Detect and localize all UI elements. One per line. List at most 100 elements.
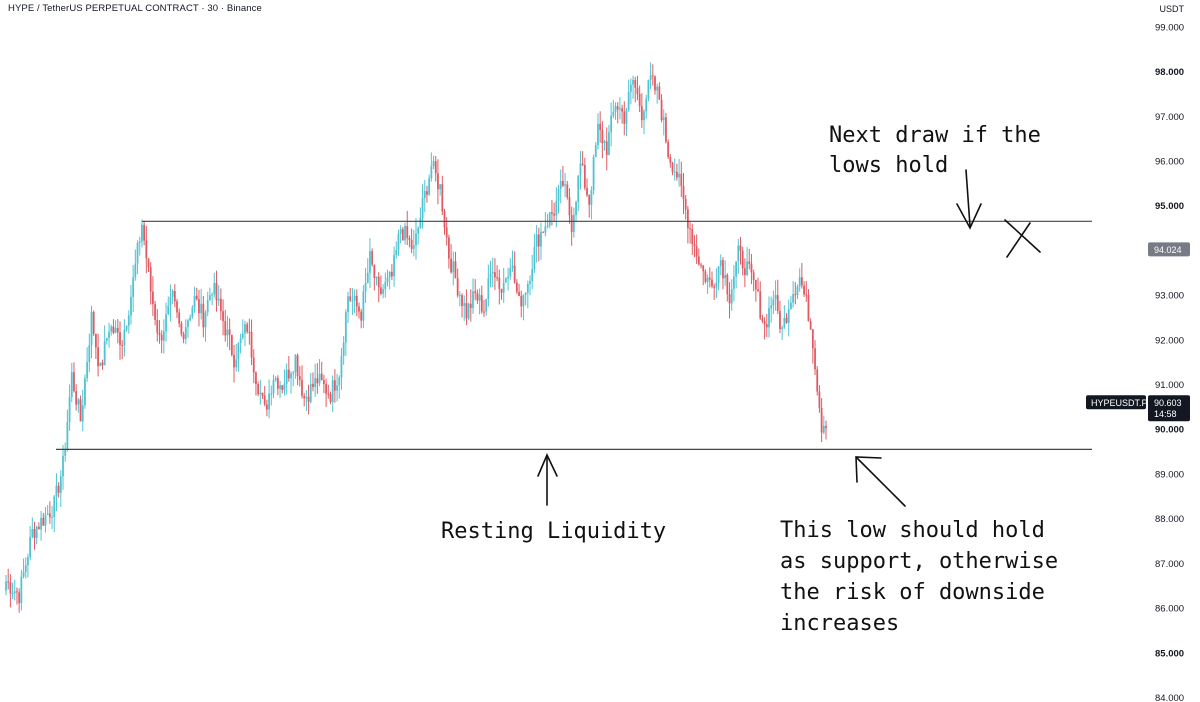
arrow-diag-shaft [856,457,906,507]
candle-body [649,75,652,80]
candle-body [434,161,437,174]
candle [312,372,314,392]
candle-body [224,321,227,336]
candle-body [325,383,328,394]
candle-body [768,308,770,328]
candle-body [246,324,249,332]
candle [590,186,593,220]
candle [785,313,788,324]
x-mark-stroke-b [1006,222,1031,258]
candle [496,265,499,282]
candle-body [215,283,218,301]
candle-body [743,268,746,275]
candle-body [287,369,290,379]
candle [59,470,62,507]
candle-body [257,384,260,395]
candle-body [807,295,810,322]
annotation-support-note: This low should hold [780,518,1045,543]
candle-body [373,264,376,279]
y-tick-label: 95.000 [1155,201,1184,212]
candle [454,251,457,279]
candle [638,85,641,113]
candle-body [647,79,650,99]
candle-body [173,290,176,302]
candle-body [441,184,444,212]
candle-body [75,391,78,405]
candle-body [312,383,314,388]
y-tick-label: 85.000 [1155,648,1184,659]
y-tick-label: 87.000 [1155,559,1184,570]
candle-body [35,526,38,538]
candle [794,282,797,305]
candle-body [198,299,200,314]
candle-body [518,291,520,296]
candle [274,376,277,382]
candle [145,225,148,274]
candle [491,257,494,287]
candle-body [281,385,284,390]
candle-body [344,312,347,343]
candle [594,141,597,158]
candle [645,94,648,119]
candle [384,272,387,298]
candle-body [450,258,452,273]
candle [35,525,38,545]
candle-body [811,329,814,349]
candle-body [66,421,69,449]
candle-body [187,320,189,327]
candle [733,265,735,302]
candle-body [97,347,99,367]
currency-label: USDT [1159,4,1185,14]
candle [805,280,808,302]
candle [509,258,512,280]
candle-body [338,377,341,386]
candle-body [404,225,406,241]
y-tick-label: 89.000 [1155,469,1184,480]
candle-body [798,277,801,287]
candle [178,308,181,328]
candle-body [447,237,450,259]
candle-body [669,157,672,163]
candle [33,521,36,550]
candle-body [62,455,64,477]
candle-body [127,315,130,326]
candle [610,102,613,147]
candle [717,266,720,291]
candle-body [551,212,553,214]
candle-body [73,372,75,392]
candle [158,320,161,344]
candle-body [467,303,470,319]
candle-body [814,348,816,370]
candle [338,375,341,399]
candle [432,155,435,170]
candle-body [53,496,56,517]
candle [92,310,95,336]
candle [660,94,663,123]
candle-body [206,300,209,313]
candle-body [274,378,277,381]
candle-body [548,212,551,226]
candle [417,226,420,245]
candle-body [84,378,86,406]
candle [292,370,295,387]
last-price-tag-bg [1148,395,1190,422]
candle-body [443,211,446,228]
candle-body [706,277,709,282]
candle [333,369,336,403]
candle-body [184,326,187,339]
candle-body [266,404,268,410]
candle [447,234,450,269]
candle-body [700,264,702,266]
candle [307,384,310,415]
candle-body [209,295,211,301]
candle-body [336,385,338,391]
candle-body [494,272,496,278]
candle-body [592,156,595,191]
candle-body [268,393,271,410]
candle [279,380,281,399]
candle-body [792,294,795,303]
candle-body [298,376,301,380]
candle [303,392,306,407]
candle-body [809,321,812,330]
candle [658,82,661,100]
